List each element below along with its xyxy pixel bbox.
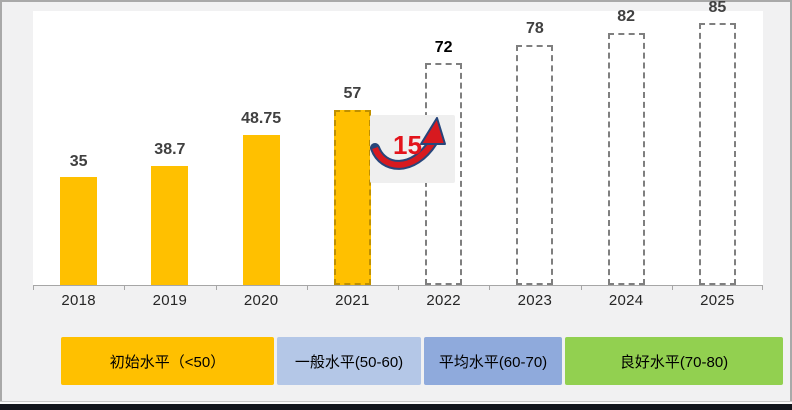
bar-2025: [698, 23, 736, 285]
axis-tick: [306, 285, 308, 290]
legend-segment-1: 初始水平（<50）: [61, 337, 274, 385]
legend-segment-2: 一般水平(50-60): [277, 337, 421, 385]
bar-2024: [607, 32, 645, 285]
x-label-2024: 2024: [608, 292, 644, 309]
value-label-2024: 82: [617, 7, 636, 25]
value-label-2018: 35: [69, 152, 88, 170]
curved-arrow-icon: [370, 117, 446, 170]
axis-tick: [398, 285, 399, 290]
legend-segment-3: 平均水平(60-70): [424, 337, 562, 385]
axis-tick: [215, 285, 217, 290]
increase-value: 15: [393, 130, 422, 160]
level-legend: 初始水平（<50） 一般水平(50-60) 平均水平(60-70) 良好水平(70-8…: [61, 337, 783, 385]
axis-tick: [580, 285, 582, 290]
x-label-2023: 2023: [517, 292, 553, 309]
legend-label: 一般水平(50-60): [294, 353, 404, 371]
bar-2020: [242, 134, 280, 285]
value-label-2025: 85: [708, 0, 727, 16]
axis-tick: [489, 285, 491, 290]
x-label-2019: 2019: [152, 292, 188, 309]
bar-2018: [60, 177, 98, 285]
bar-2023: [516, 44, 554, 285]
x-label-2022: 2022: [426, 292, 461, 309]
legend-segment-4: 良好水平(70-80): [565, 337, 783, 385]
x-label-2025: 2025: [700, 292, 735, 309]
x-label-2020: 2020: [243, 292, 279, 309]
bar-2021: [333, 109, 371, 285]
x-axis-labels: 2018 2019 2020 2021 2022 2023 2024 2025: [33, 292, 763, 309]
value-label-2023: 78: [525, 20, 544, 38]
axis-tick: [124, 285, 126, 290]
legend-label: 平均水平(60-70): [438, 353, 548, 371]
bottom-edge-bar: [0, 401, 792, 410]
axis-tick: [33, 285, 34, 290]
increase-annotation: 15: [370, 115, 455, 183]
value-label-2022: 72: [434, 38, 453, 56]
value-label-2019: 38.7: [154, 141, 186, 159]
bar-2019: [151, 165, 189, 285]
axis-tick: [671, 285, 673, 290]
value-label-2020: 48.75: [241, 110, 282, 128]
value-label-2021: 57: [343, 84, 362, 102]
legend-label: 良好水平(70-80): [619, 353, 729, 371]
x-label-2021: 2021: [335, 292, 370, 309]
legend-label: 初始水平（<50）: [109, 353, 226, 371]
axis-tick: [762, 285, 763, 290]
x-label-2018: 2018: [61, 292, 96, 309]
